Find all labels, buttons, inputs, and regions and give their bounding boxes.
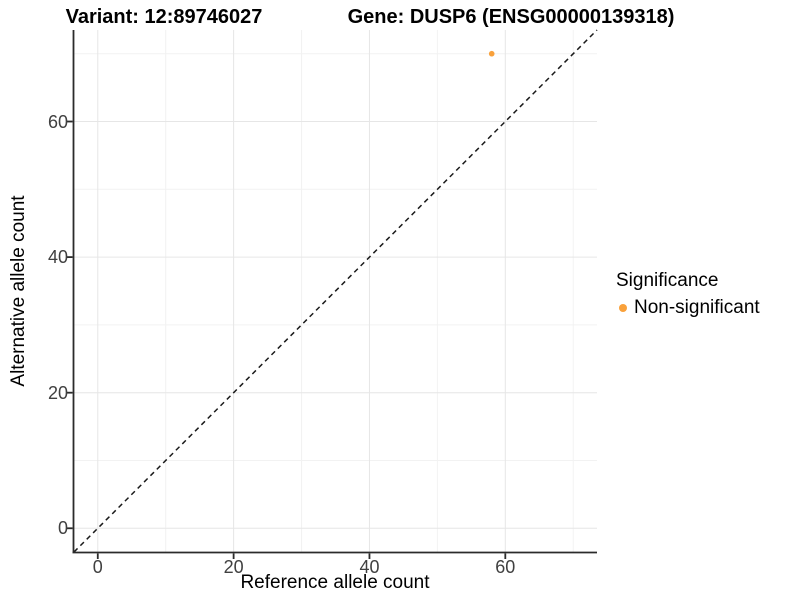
x-tick-label: 60 xyxy=(495,557,516,577)
legend-point-icon xyxy=(619,304,627,312)
x-axis-title: Reference allele count xyxy=(240,572,430,593)
legend: Significance Non-significant xyxy=(616,269,760,319)
y-tick-label: 0 xyxy=(57,518,68,539)
x-tick-label: 20 xyxy=(223,557,244,577)
x-tick-label: 40 xyxy=(359,557,380,577)
y-axis-title: Alternative allele count xyxy=(8,195,29,387)
y-tick-label: 40 xyxy=(47,247,68,268)
y-tick-label: 60 xyxy=(47,111,68,132)
gene-title: Gene: DUSP6 (ENSG00000139318) xyxy=(347,6,675,28)
data-point xyxy=(488,50,495,57)
legend-title: Significance xyxy=(616,270,719,291)
identity-dashed-line xyxy=(73,29,598,553)
x-tick-label: 0 xyxy=(92,557,103,577)
variant-title: Variant: 12:89746027 xyxy=(65,6,263,28)
legend-item-label: Non-significant xyxy=(634,297,760,318)
legend-item: Non-significant xyxy=(616,297,760,319)
y-tick-label: 20 xyxy=(47,382,68,403)
